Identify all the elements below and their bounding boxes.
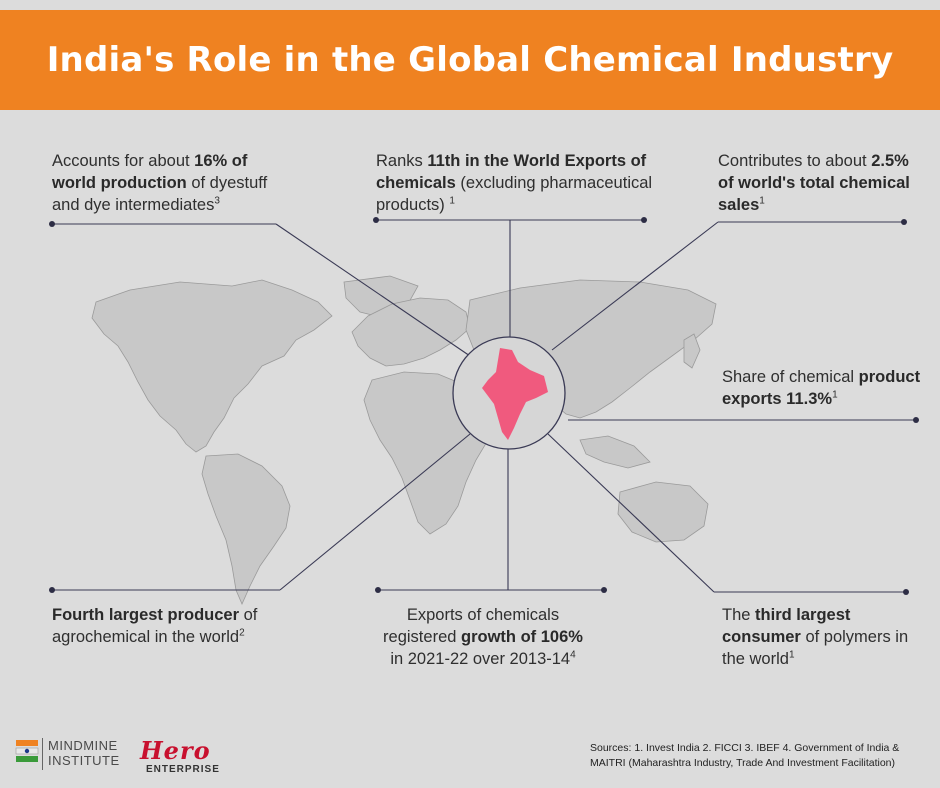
fact-text: Exports of chemicals registered: [383, 606, 560, 646]
source-ref: 1: [759, 195, 765, 207]
connector-top-left-diag: [275, 223, 471, 357]
fact-polymer-consumer: The third largest consumer of polymers i…: [722, 604, 922, 670]
source-ref: 1: [832, 389, 838, 401]
dot-top-center-left: [373, 217, 379, 223]
fact-text: Share of chemical: [722, 368, 859, 386]
source-ref: 1: [449, 195, 455, 207]
logo-separator: [42, 738, 43, 770]
fact-highlight: 11th in the World Exports of chemicals: [376, 152, 647, 192]
header-banner: India's Role in the Global Chemical Indu…: [0, 10, 940, 110]
page-title: India's Role in the Global Chemical Indu…: [46, 40, 894, 80]
fact-export-growth: Exports of chemicals registered growth o…: [378, 604, 588, 670]
fact-highlight: Fourth largest producer: [52, 606, 240, 624]
fact-text: (excluding pharmaceutical products): [376, 174, 653, 214]
fact-text: of agrochemical in the world: [52, 606, 258, 646]
logo-text: INSTITUTE: [48, 753, 120, 768]
india-map-shape: [482, 348, 548, 440]
fact-text: The: [722, 606, 756, 624]
europe-shape: [351, 297, 471, 367]
japan-shape: [683, 333, 701, 369]
fact-text: of polymers in the world: [722, 628, 909, 668]
fact-agrochemical-producer: Fourth largest producer of agrochemical …: [52, 604, 312, 648]
fact-chemical-sales-share: Contributes to about 2.5% of world's tot…: [718, 150, 928, 216]
fact-highlight: growth of 106%: [461, 628, 583, 646]
source-ref: 2: [239, 627, 245, 639]
australia-shape: [617, 481, 709, 543]
dot-top-right: [901, 219, 907, 225]
dot-bottom-center-left: [375, 587, 381, 593]
source-ref: 1: [788, 649, 795, 661]
fact-text: in 2021-22 over 2013-14: [390, 650, 571, 668]
mindmine-institute-logo: MINDMINE INSTITUTE: [48, 738, 120, 768]
south-america-shape: [201, 453, 291, 605]
connector-bottom-right-diag: [547, 433, 715, 593]
hero-enterprise-label: ENTERPRISE: [146, 764, 220, 775]
fact-world-exports-rank: Ranks 11th in the World Exports of chemi…: [376, 150, 656, 216]
southeast-asia-shape: [579, 435, 651, 469]
fact-text: of dyestuff and dye intermediates: [52, 174, 268, 214]
fact-dyestuff-production: Accounts for about 16% of world producti…: [52, 150, 292, 216]
fact-highlight: third largest consumer: [722, 606, 851, 646]
fact-highlight: 16% of world production: [52, 152, 248, 192]
dot-top-center-right: [641, 217, 647, 223]
fact-text: Ranks: [376, 152, 428, 170]
dot-bottom-left: [49, 587, 55, 593]
fact-highlight: product exports 11.3%: [722, 368, 921, 408]
fact-highlight: 2.5% of world's total chemical sales: [718, 152, 910, 214]
connector-bottom-left-diag: [279, 433, 471, 591]
hero-logo: Hero: [140, 736, 211, 765]
fact-text: Accounts for about: [52, 152, 195, 170]
mindmine-logo-icon: [15, 740, 39, 762]
source-ref: 4: [570, 649, 576, 661]
sources-note: Sources: 1. Invest India 2. FICCI 3. IBE…: [590, 742, 900, 769]
dot-bottom-center-right: [601, 587, 607, 593]
north-america-shape: [91, 279, 333, 453]
logo-text: MINDMINE: [48, 738, 118, 753]
dot-right: [913, 417, 919, 423]
dot-bottom-right: [903, 589, 909, 595]
fact-text: Contributes to about: [718, 152, 872, 170]
dot-top-left: [49, 221, 55, 227]
fact-product-exports-share: Share of chemical product exports 11.3%1: [722, 366, 932, 410]
connector-top-right-diag: [551, 221, 719, 351]
source-ref: 3: [214, 195, 220, 207]
